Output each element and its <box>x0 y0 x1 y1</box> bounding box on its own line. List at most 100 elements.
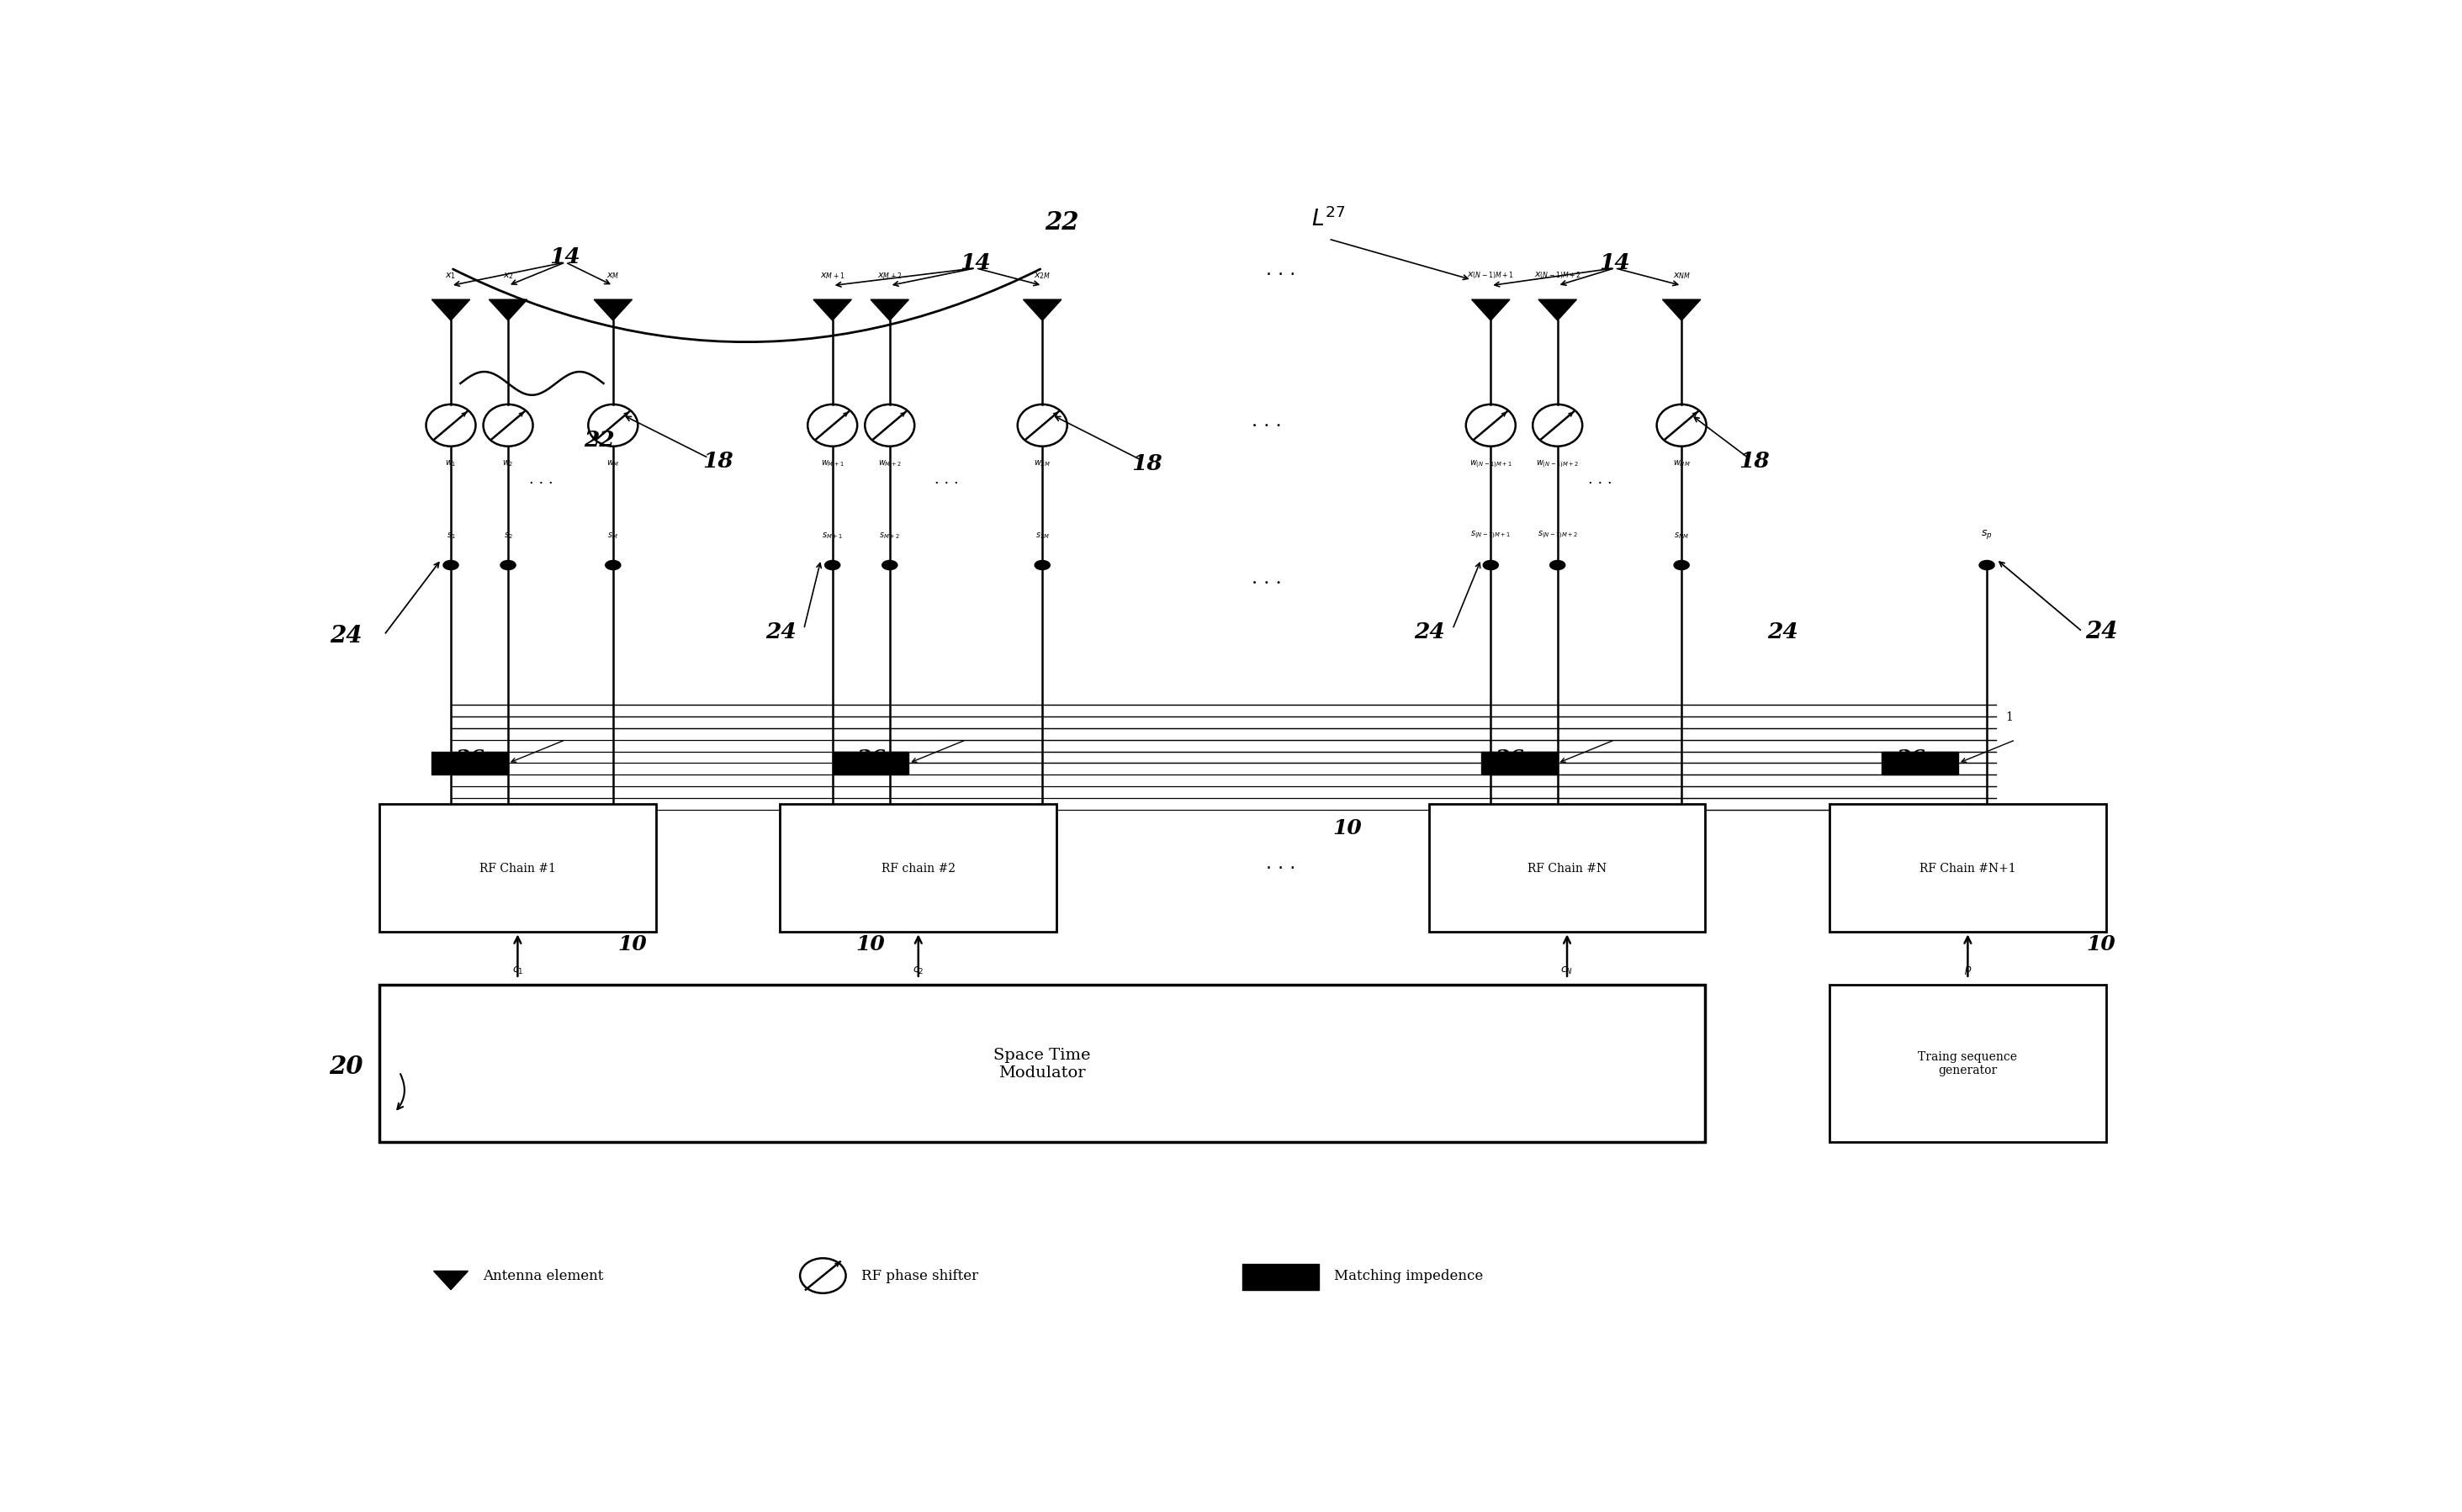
Circle shape <box>1979 561 1994 570</box>
Text: 14: 14 <box>549 246 581 268</box>
Text: · · ·: · · · <box>936 476 960 491</box>
Text: $x_1$: $x_1$ <box>446 271 455 280</box>
Text: $x_{(N-1)M+2}$: $x_{(N-1)M+2}$ <box>1534 271 1581 280</box>
Text: 24: 24 <box>1768 621 1797 643</box>
Text: $s_{M+1}$: $s_{M+1}$ <box>822 531 842 540</box>
Text: 10: 10 <box>2088 934 2115 954</box>
Text: $x_M$: $x_M$ <box>606 271 620 280</box>
Text: $s_{M+2}$: $s_{M+2}$ <box>879 531 901 540</box>
Circle shape <box>1674 561 1689 570</box>
Text: · · ·: · · · <box>1588 476 1613 491</box>
Circle shape <box>606 561 620 570</box>
Text: 10: 10 <box>618 934 648 954</box>
Text: 26: 26 <box>455 747 485 768</box>
Polygon shape <box>490 301 527 321</box>
Text: $w_1$: $w_1$ <box>446 458 455 469</box>
Polygon shape <box>433 1272 468 1290</box>
Text: $s_2$: $s_2$ <box>505 531 512 540</box>
Polygon shape <box>1024 301 1061 321</box>
Text: $w_{M+2}$: $w_{M+2}$ <box>879 458 901 469</box>
Polygon shape <box>431 301 470 321</box>
Text: $x_{2M}$: $x_{2M}$ <box>1034 271 1051 280</box>
Text: $c_N$: $c_N$ <box>1561 965 1573 975</box>
Polygon shape <box>1662 301 1701 321</box>
Text: · · ·: · · · <box>1251 575 1283 593</box>
Text: $w_2$: $w_2$ <box>502 458 515 469</box>
Text: $s_{NM}$: $s_{NM}$ <box>1674 531 1689 540</box>
Text: $s_p$: $s_p$ <box>1982 528 1992 540</box>
Text: 18: 18 <box>1738 451 1770 472</box>
Text: 26: 26 <box>1896 747 1925 768</box>
Text: 18: 18 <box>1133 452 1162 473</box>
Bar <box>1829 984 2105 1142</box>
Text: · · ·: · · · <box>1265 860 1295 877</box>
Text: $s_{(N-1)M+2}$: $s_{(N-1)M+2}$ <box>1536 529 1578 540</box>
Circle shape <box>1551 561 1566 570</box>
Text: $x_{NM}$: $x_{NM}$ <box>1672 271 1691 280</box>
Text: 24: 24 <box>2085 620 2117 643</box>
Text: $w_{NM}$: $w_{NM}$ <box>1672 458 1691 469</box>
Text: RF chain #2: RF chain #2 <box>881 862 955 874</box>
Text: $w_{(N-1)M+1}$: $w_{(N-1)M+1}$ <box>1470 458 1512 470</box>
Text: 24: 24 <box>330 624 362 647</box>
Text: Matching impedence: Matching impedence <box>1334 1269 1485 1284</box>
Text: $c_1$: $c_1$ <box>512 965 524 975</box>
Bar <box>379 984 1706 1142</box>
Text: $p$: $p$ <box>1965 963 1972 975</box>
Bar <box>780 804 1056 933</box>
Text: 24: 24 <box>766 621 795 643</box>
Text: 26: 26 <box>857 747 886 768</box>
Bar <box>832 751 908 776</box>
Polygon shape <box>812 301 852 321</box>
Circle shape <box>1034 561 1049 570</box>
Text: 10: 10 <box>857 934 886 954</box>
Text: 26: 26 <box>1494 747 1524 768</box>
Polygon shape <box>1539 301 1576 321</box>
Text: 1: 1 <box>2007 711 2014 723</box>
Text: 22: 22 <box>1044 210 1078 234</box>
Bar <box>1881 751 1957 776</box>
Text: RF Chain #N+1: RF Chain #N+1 <box>1920 862 2016 874</box>
Text: · · ·: · · · <box>1265 266 1295 283</box>
Circle shape <box>443 561 458 570</box>
Text: 24: 24 <box>1413 621 1445 643</box>
Polygon shape <box>872 301 908 321</box>
Text: RF Chain #1: RF Chain #1 <box>480 862 556 874</box>
Bar <box>1829 804 2105 933</box>
Text: RF Chain #N: RF Chain #N <box>1526 862 1608 874</box>
Text: $s_1$: $s_1$ <box>446 531 455 540</box>
Text: · · ·: · · · <box>529 476 554 491</box>
Text: $w_{2M}$: $w_{2M}$ <box>1034 458 1051 469</box>
Text: $s_M$: $s_M$ <box>608 531 618 540</box>
Text: $x_2$: $x_2$ <box>502 271 515 280</box>
Text: $L^{27}$: $L^{27}$ <box>1312 207 1347 231</box>
Text: $x_{M+1}$: $x_{M+1}$ <box>820 271 844 280</box>
Bar <box>1243 1264 1320 1290</box>
Text: 14: 14 <box>1600 253 1630 274</box>
Text: $c_2$: $c_2$ <box>913 965 923 975</box>
Circle shape <box>881 561 896 570</box>
Text: · · ·: · · · <box>1251 417 1283 435</box>
Text: 22: 22 <box>583 429 616 451</box>
Text: Antenna element: Antenna element <box>483 1269 603 1284</box>
Text: $x_{(N-1)M+1}$: $x_{(N-1)M+1}$ <box>1467 271 1514 280</box>
Text: Space Time
Modulator: Space Time Modulator <box>995 1046 1091 1080</box>
Text: $s_{2M}$: $s_{2M}$ <box>1034 531 1049 540</box>
Text: Traing sequence
generator: Traing sequence generator <box>1918 1051 2016 1077</box>
Polygon shape <box>1472 301 1509 321</box>
Text: RF phase shifter: RF phase shifter <box>862 1269 977 1284</box>
Bar <box>431 751 507 776</box>
Polygon shape <box>593 301 633 321</box>
Bar <box>1428 804 1706 933</box>
Bar <box>379 804 655 933</box>
Text: $x_{M+2}$: $x_{M+2}$ <box>876 271 901 280</box>
Circle shape <box>1482 561 1499 570</box>
Text: $w_M$: $w_M$ <box>606 458 620 469</box>
Bar <box>1482 751 1558 776</box>
Circle shape <box>825 561 840 570</box>
Circle shape <box>500 561 515 570</box>
Text: 20: 20 <box>330 1054 362 1078</box>
Text: 10: 10 <box>1332 818 1361 838</box>
Text: 18: 18 <box>702 451 734 472</box>
Text: $w_{(N-1)M+2}$: $w_{(N-1)M+2}$ <box>1536 458 1578 470</box>
